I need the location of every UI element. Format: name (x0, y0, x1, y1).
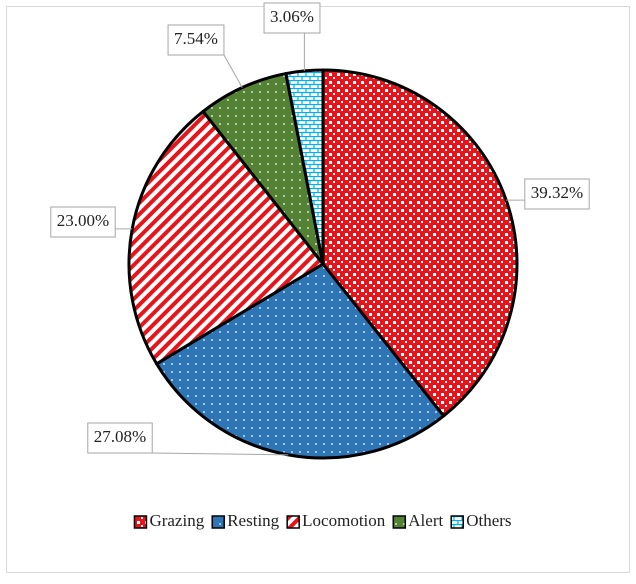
data-label-box (167, 24, 225, 56)
legend-label: Locomotion (302, 511, 386, 530)
legend-swatch (286, 515, 300, 529)
pie-slice (155, 262, 446, 460)
legend-label: Grazing (149, 511, 204, 530)
data-label: 27.08% (94, 427, 146, 446)
pie-slice (284, 68, 325, 266)
leader-line (152, 452, 289, 456)
data-label-box (87, 422, 153, 454)
legend-label: Others (466, 511, 511, 530)
data-label-box (50, 206, 116, 238)
data-label: 39.32% (531, 183, 583, 202)
data-label-box (524, 178, 590, 210)
pie-slice (127, 109, 325, 366)
legend-label: Alert (408, 511, 443, 530)
leader-line (223, 54, 243, 88)
data-label: 7.54% (174, 29, 218, 48)
legend-swatch (450, 515, 464, 529)
legend-swatch (392, 515, 407, 529)
data-label: 3.06% (270, 7, 314, 26)
legend-swatch (211, 515, 225, 529)
legend-swatch (133, 515, 148, 529)
data-label: 23.00% (57, 211, 109, 230)
legend-label: Resting (227, 511, 279, 530)
data-label-box (263, 2, 321, 34)
